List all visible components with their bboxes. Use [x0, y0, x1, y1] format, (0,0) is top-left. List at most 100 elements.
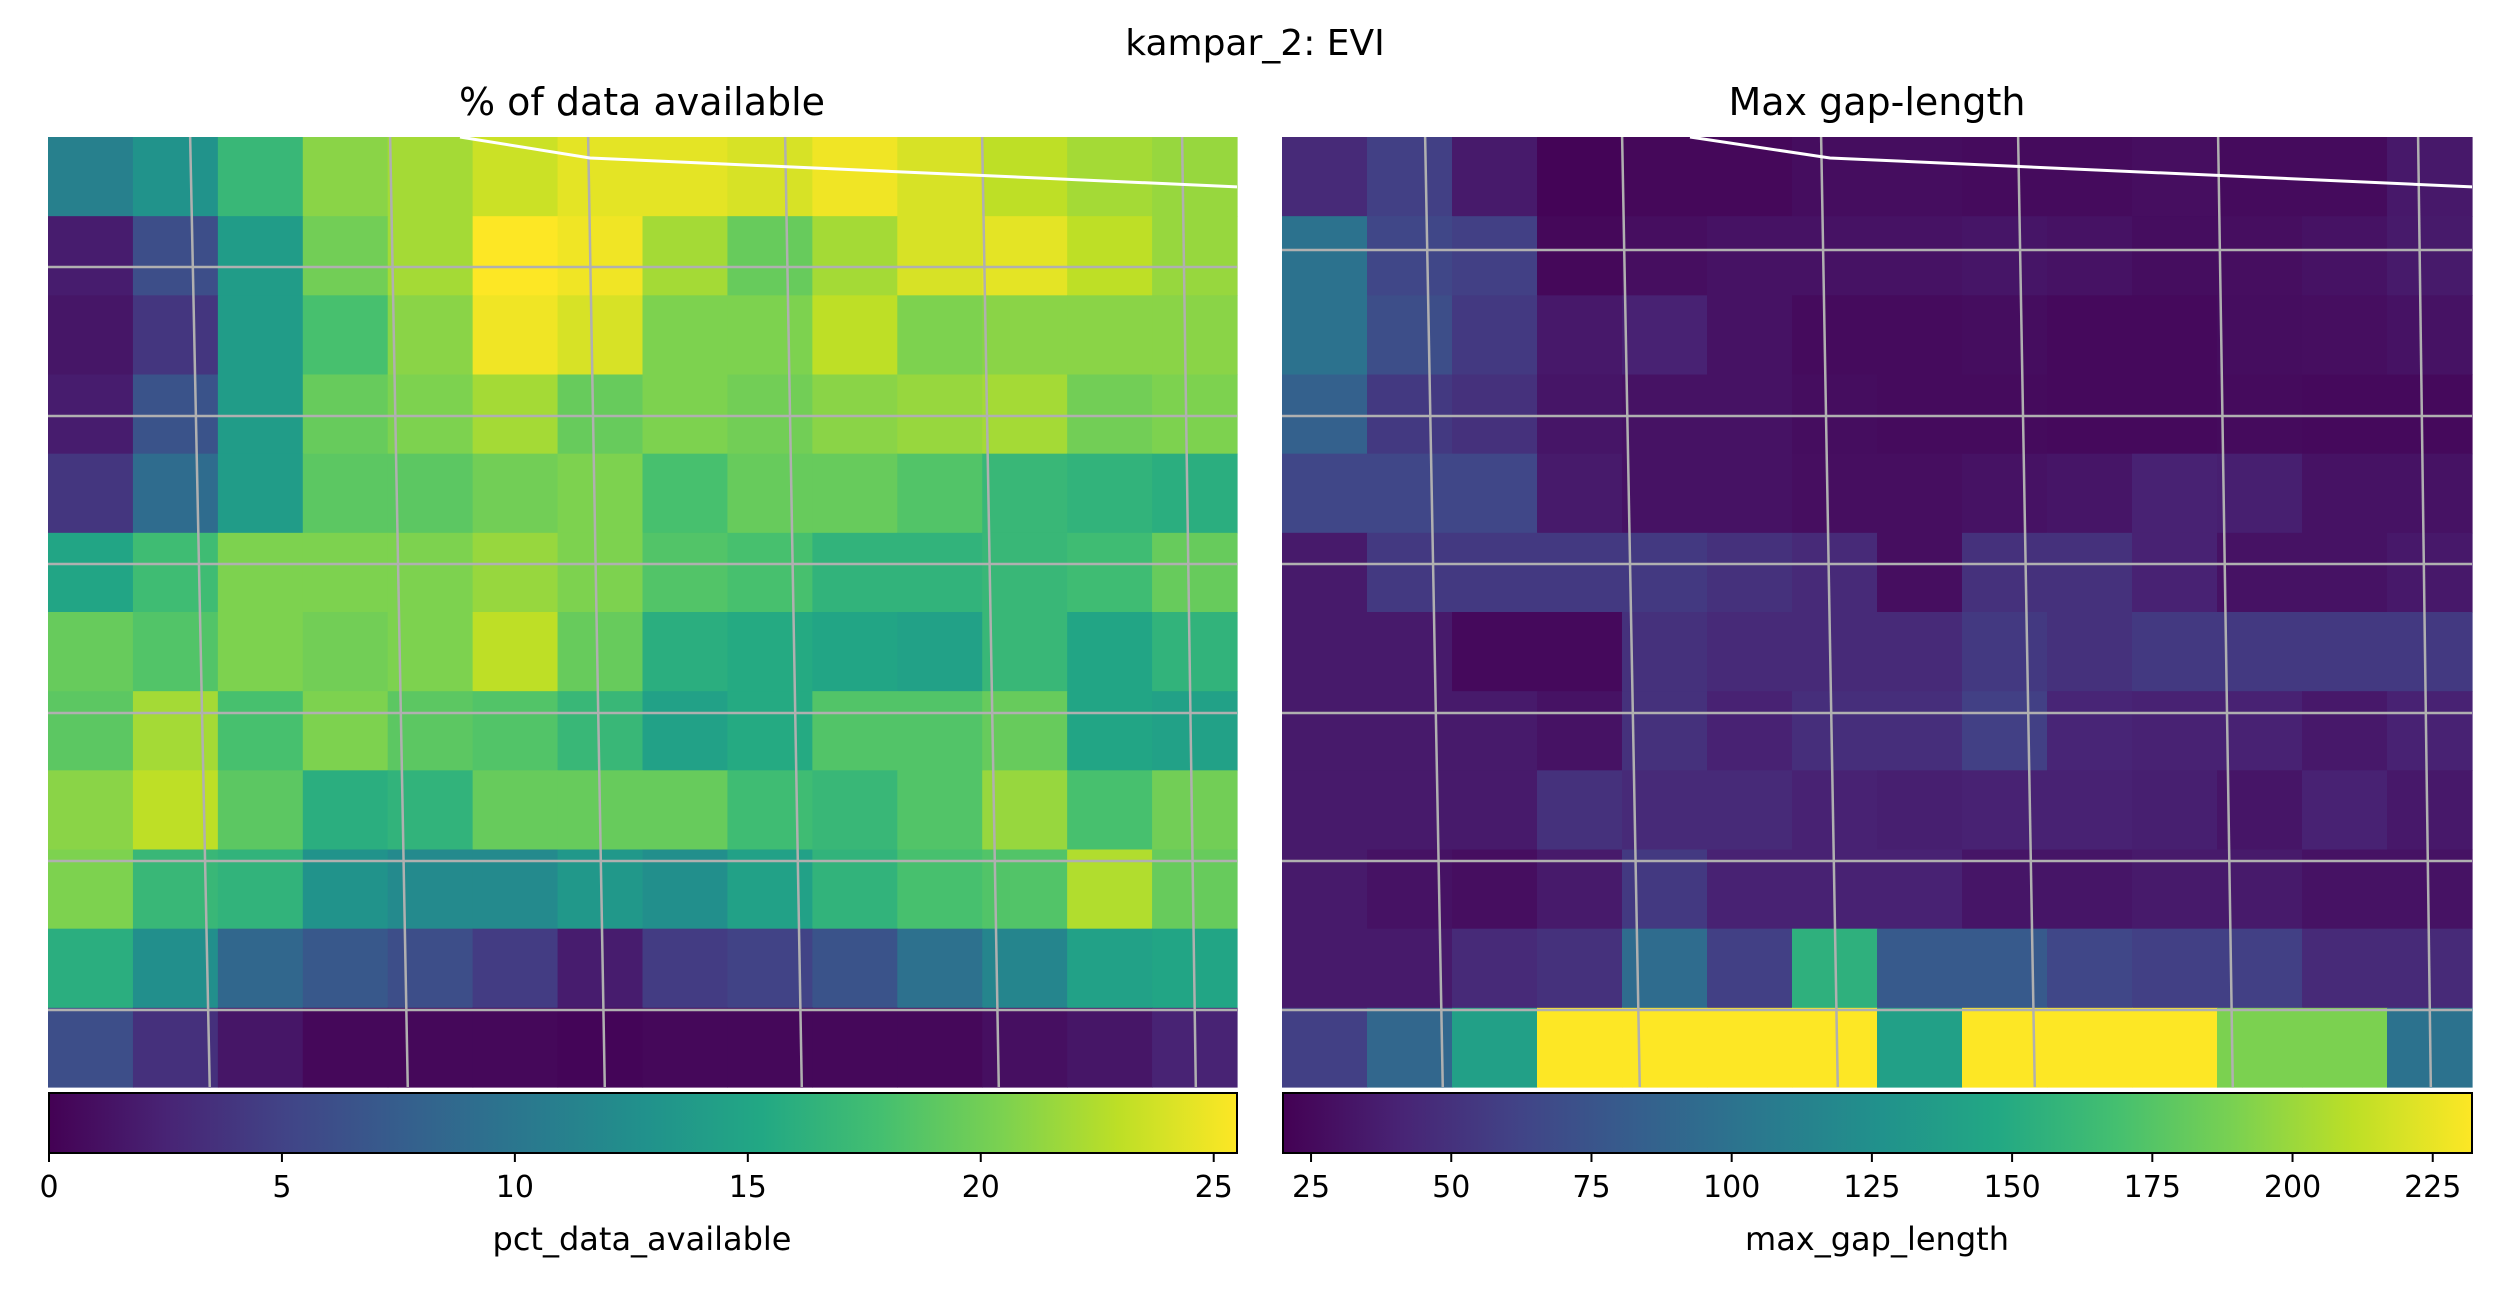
colorbar-label: max_gap_length	[1745, 1220, 2009, 1258]
heatmap-cell	[48, 453, 134, 534]
heatmap-cell	[2302, 137, 2388, 217]
heatmap-cell	[387, 374, 474, 455]
heatmap-cell	[2132, 216, 2218, 296]
heatmap-cell	[2132, 532, 2218, 613]
heatmap-cell	[1452, 532, 1538, 613]
colorbar-tick-label: 175	[2124, 1170, 2181, 1205]
heatmap-cell	[302, 374, 389, 455]
heatmap-cell	[1622, 374, 1708, 455]
heatmap-cell	[472, 612, 559, 692]
heatmap-cell	[1452, 770, 1538, 851]
heatmap-cell	[1152, 849, 1238, 930]
heatmap-cell	[982, 295, 1068, 376]
colorbar-tick-label: 125	[1843, 1170, 1900, 1205]
heatmap-cell	[2047, 770, 2133, 851]
heatmap-cell	[2047, 295, 2133, 376]
heatmap-cell	[1622, 295, 1708, 376]
heatmap-cell	[1067, 612, 1153, 692]
heatmap-cell	[302, 770, 389, 851]
heatmap-cell	[1282, 374, 1368, 455]
heatmap-cell	[642, 612, 729, 692]
heatmap-cell	[727, 137, 813, 217]
heatmap-cell	[132, 453, 219, 534]
heatmap-cell	[1792, 453, 1878, 534]
graticule	[48, 137, 1237, 1087]
heatmap-cell	[1962, 691, 2048, 771]
heatmap-cell	[557, 612, 644, 692]
heatmap-cell	[1367, 1007, 1453, 1088]
figure-title: kampar_2: EVI	[1125, 23, 1385, 64]
heatmap-cell	[2302, 216, 2388, 296]
heatmap-cell	[2302, 374, 2388, 455]
heatmap-cell	[1962, 770, 2048, 851]
heatmap-cell	[1707, 374, 1793, 455]
heatmap-cell	[2217, 216, 2303, 296]
heatmap-cell	[812, 532, 898, 613]
heatmap-cell	[982, 691, 1068, 771]
colorbar-tick-label: 0	[39, 1170, 58, 1205]
heatmap-cell	[217, 216, 304, 296]
colorbar-ticks: 25 50 75 100 125 150 175 200 225	[1292, 1153, 2461, 1205]
heatmap-cell	[1067, 691, 1153, 771]
heatmap-cell	[897, 1007, 983, 1088]
heatmap-cell	[302, 612, 389, 692]
heatmap-cell	[217, 849, 304, 930]
heatmap-cell	[2047, 216, 2133, 296]
heatmap-cell	[1067, 295, 1153, 376]
heatmap-cell	[1067, 532, 1153, 613]
heatmap-cell	[2387, 295, 2473, 376]
heatmap-cell	[1367, 216, 1453, 296]
heatmap-cell	[1537, 532, 1623, 613]
heatmap-cell	[982, 453, 1068, 534]
heatmap-cell	[557, 928, 644, 1009]
heatmap-cell	[2217, 691, 2303, 771]
heatmap-cell	[2132, 453, 2218, 534]
heatmap-cell	[897, 691, 983, 771]
heatmap-cell	[217, 691, 304, 771]
heatmap-cell	[727, 532, 813, 613]
heatmap-cell	[812, 453, 898, 534]
heatmap-cell	[472, 453, 559, 534]
heatmap-cell	[812, 374, 898, 455]
heatmap-cell	[302, 216, 389, 296]
heatmap-cell	[1282, 849, 1368, 930]
heatmap-cell	[1962, 374, 2048, 455]
heatmap-cell	[217, 770, 304, 851]
heatmap-cell	[132, 137, 219, 217]
heatmap-cell	[2302, 928, 2388, 1009]
heatmap-cell	[727, 1007, 813, 1088]
heatmap-cell	[472, 928, 559, 1009]
heatmap-cell	[642, 216, 729, 296]
heatmap-cell	[2387, 137, 2473, 217]
heatmap-cell	[642, 928, 729, 1009]
heatmap-cell	[897, 849, 983, 930]
heatmap-cell	[1792, 691, 1878, 771]
heatmap-cell	[982, 216, 1068, 296]
colorbar-tick-label: 20	[962, 1170, 1000, 1205]
heatmap-cell	[897, 295, 983, 376]
heatmap-cell	[982, 532, 1068, 613]
heatmap-cell	[132, 691, 219, 771]
heatmap-cell	[2387, 691, 2473, 771]
heatmap-cell	[2132, 691, 2218, 771]
heatmap-cell	[1152, 532, 1238, 613]
heatmap-cell	[1067, 453, 1153, 534]
heatmap-cell	[642, 849, 729, 930]
panel-title: Max gap-length	[1728, 80, 2025, 124]
heatmap-cell	[1152, 612, 1238, 692]
heatmap-cell	[1452, 216, 1538, 296]
heatmap-cell	[472, 137, 559, 217]
heatmap-cell	[557, 453, 644, 534]
heatmap-cell	[48, 216, 134, 296]
colorbar-tick-label: 15	[729, 1170, 767, 1205]
heatmap-cell	[1707, 1007, 1793, 1088]
heatmap-cell	[2387, 453, 2473, 534]
heatmap-cell	[2132, 295, 2218, 376]
heatmap-cell	[1152, 691, 1238, 771]
heatmap-cell	[1707, 532, 1793, 613]
heatmap-cell	[1792, 612, 1878, 692]
heatmap-cell	[812, 137, 898, 217]
heatmap-cell	[2302, 770, 2388, 851]
heatmap-cell	[2047, 849, 2133, 930]
